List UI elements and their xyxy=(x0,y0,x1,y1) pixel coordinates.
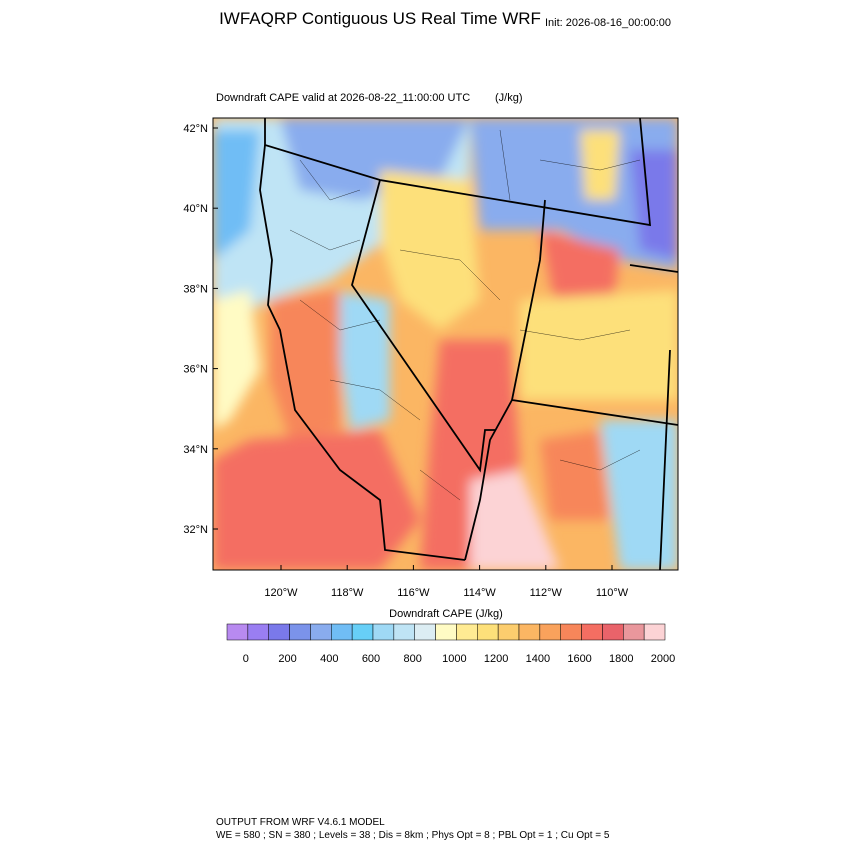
lat-label: 42°N xyxy=(183,123,208,135)
colorbar-box xyxy=(623,623,645,641)
lon-label: 110°W xyxy=(596,587,629,599)
colorbar-tick-label: 1200 xyxy=(484,653,508,665)
colorbar-box xyxy=(372,623,395,641)
footer-line: WE = 580 ; SN = 380 ; Levels = 38 ; Dis … xyxy=(216,830,610,841)
colorbar-tick-label: 2000 xyxy=(651,653,675,665)
colorbar-box xyxy=(602,623,624,641)
lat-label: 34°N xyxy=(183,444,208,456)
lat-label: 38°N xyxy=(183,283,208,295)
colorbar-box xyxy=(581,623,603,641)
lat-label: 40°N xyxy=(183,203,208,215)
map-field xyxy=(213,118,678,570)
colorbar-tick-label: 600 xyxy=(362,653,380,665)
colorbar-box xyxy=(393,623,415,641)
colorbar-tick-label: 1400 xyxy=(526,653,550,665)
colorbar-tick-label: 1800 xyxy=(609,653,633,665)
colorbar-box xyxy=(226,623,249,641)
colorbar-tick-label: 200 xyxy=(278,653,296,665)
colorbar-box xyxy=(497,623,520,641)
colorbar-box xyxy=(268,623,290,641)
colorbar-box xyxy=(414,623,436,641)
colorbar-box xyxy=(518,623,541,641)
lat-label: 36°N xyxy=(183,364,208,376)
lon-label: 120°W xyxy=(264,587,298,599)
colorbar-box xyxy=(456,623,478,641)
colorbar-box xyxy=(539,623,561,641)
colorbar-box xyxy=(247,623,269,641)
title: IWFAQRP Contiguous US Real Time WRF xyxy=(219,9,541,28)
colorbar-box xyxy=(289,623,311,641)
colorbar-box xyxy=(435,623,457,641)
colorbar-box xyxy=(560,623,582,641)
colorbar-box xyxy=(351,623,374,641)
init-time: Init: 2026-08-16_00:00:00 xyxy=(545,17,671,29)
lon-label: 114°W xyxy=(463,587,496,599)
colorbar-tick-label: 0 xyxy=(243,653,249,665)
colorbar-tick-label: 1000 xyxy=(442,653,466,665)
lon-label: 118°W xyxy=(331,587,364,599)
colorbar-box xyxy=(477,623,499,641)
lon-label: 116°W xyxy=(397,587,430,599)
footer-line: OUTPUT FROM WRF V4.6.1 MODEL xyxy=(216,817,385,828)
subtitle: Downdraft CAPE valid at 2026-08-22_11:00… xyxy=(216,92,470,104)
colorbar-box xyxy=(643,623,666,641)
units: (J/kg) xyxy=(495,92,523,104)
colorbar-title: Downdraft CAPE (J/kg) xyxy=(389,608,503,620)
colorbar-tick-label: 400 xyxy=(320,653,338,665)
lon-label: 112°W xyxy=(530,587,563,599)
colorbar-tick-label: 800 xyxy=(404,653,422,665)
map-frame xyxy=(212,117,679,571)
lat-label: 32°N xyxy=(183,524,208,536)
colorbar-box xyxy=(331,623,353,641)
colorbar-box xyxy=(310,623,332,641)
colorbar-tick-label: 1600 xyxy=(567,653,591,665)
